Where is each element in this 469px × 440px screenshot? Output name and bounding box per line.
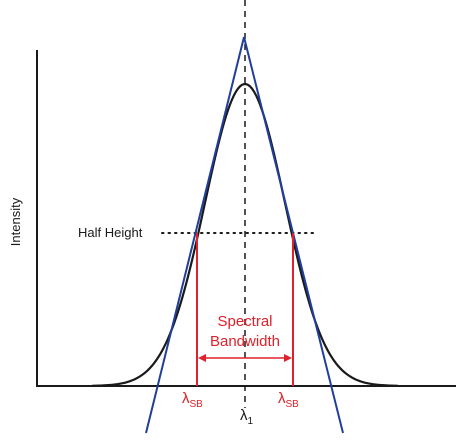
lambda-center-symbol: λ: [240, 407, 248, 424]
spectral-bandwidth-label-line2: Bandwidth: [210, 333, 280, 350]
lambda-sb-right-symbol: λ: [278, 390, 286, 407]
bandwidth-arrow-left-head: [198, 354, 206, 362]
lambda-sb-left-symbol: λ: [182, 390, 190, 407]
spectral-bandwidth-label-line1: Spectral: [217, 313, 272, 330]
y-axis-label: Intensity: [8, 197, 23, 246]
spectral-peak-curve: [91, 82, 399, 387]
half-height-label: Half Height: [78, 225, 143, 240]
lambda-sb-left-label: λSB: [182, 390, 203, 410]
lambda-center-label: λ1: [240, 407, 254, 427]
lambda-sb-left-subscript: SB: [190, 399, 204, 410]
bandwidth-arrow-right-head: [284, 354, 292, 362]
left-tangent-line: [145, 36, 245, 434]
lambda-center-subscript: 1: [248, 416, 254, 427]
lambda-sb-right-label: λSB: [278, 390, 299, 410]
lambda-sb-right-subscript: SB: [286, 399, 300, 410]
